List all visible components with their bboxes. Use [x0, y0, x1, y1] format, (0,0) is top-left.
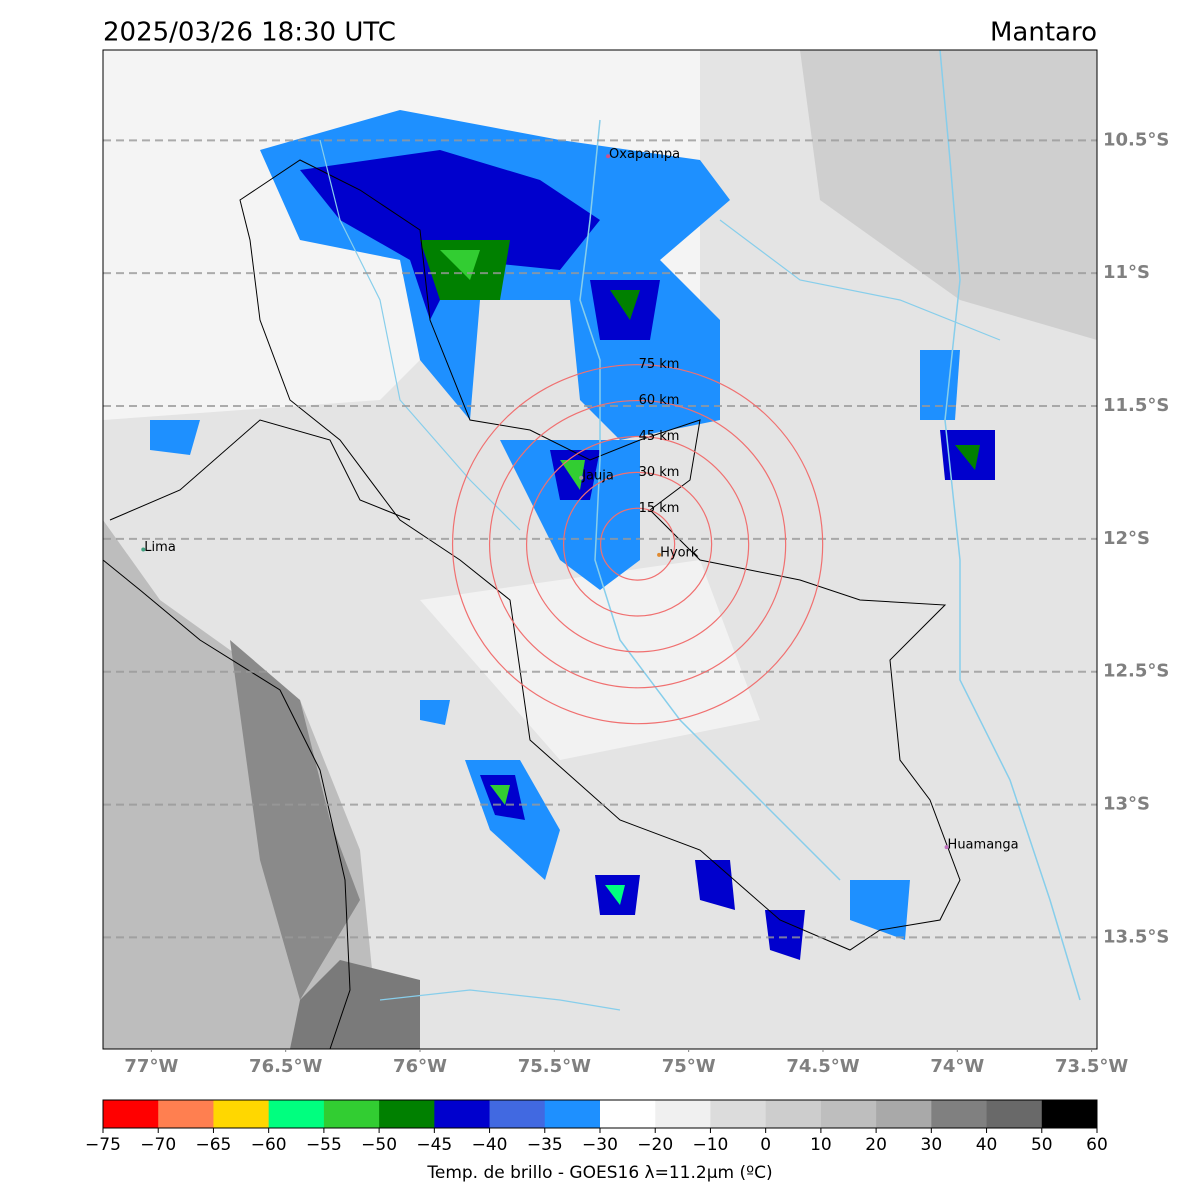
- ring-label: 45 km: [639, 429, 680, 444]
- lat-tick-label: 13.5°S: [1103, 926, 1169, 947]
- colorbar-cell: [489, 1100, 546, 1128]
- range-ring: [488, 399, 787, 689]
- imagery: [103, 50, 1097, 1049]
- colorbar-tick-label: 40: [976, 1135, 998, 1155]
- overlay: 15 km 30 km 45 km 60 km 75 km Oxapampa Lima Jau…: [103, 139, 1097, 939]
- range-ring: [451, 364, 824, 725]
- place-marker: [944, 845, 949, 850]
- colorbar-tick-label: −65: [195, 1135, 231, 1155]
- colorbar-tick-label: −10: [692, 1135, 728, 1155]
- range-ring: [562, 471, 713, 617]
- colorbar-tick-label: 20: [865, 1135, 887, 1155]
- colorbar-cell: [710, 1100, 767, 1128]
- colorbar-tick-label: −55: [306, 1135, 342, 1155]
- colorbar-cell: [103, 1100, 159, 1128]
- colorbar-tick-label: −30: [582, 1135, 618, 1155]
- colorbar-tick-label: −40: [472, 1135, 508, 1155]
- colorbar-cell: [213, 1100, 270, 1128]
- colorbar-cell: [323, 1100, 380, 1128]
- colorbar-cell: [1041, 1100, 1098, 1128]
- colorbar-tick-label: −75: [85, 1135, 121, 1155]
- place-label: Lima: [144, 540, 175, 555]
- lat-tick-label: 13°S: [1103, 794, 1150, 815]
- ring-label: 30 km: [639, 465, 680, 480]
- region: Mantaro: [990, 18, 1097, 48]
- ring-label: 60 km: [639, 393, 680, 408]
- lon-tick-label: 74°W: [930, 1056, 984, 1077]
- place-marker: [606, 154, 611, 159]
- colorbar-label: Temp. de brillo - GOES16 λ=11.2μm (ºC): [426, 1163, 772, 1183]
- place-label: Oxapampa: [609, 147, 680, 162]
- place-label: Hyork: [660, 545, 699, 560]
- range-ring: [525, 435, 750, 653]
- colorbar-tick-label: −45: [416, 1135, 452, 1155]
- lon-tick-label: 75.5°W: [518, 1056, 591, 1077]
- colorbar-tick-label: 10: [810, 1135, 832, 1155]
- colorbar-cell: [655, 1100, 711, 1128]
- colorbar-tick-label: −70: [140, 1135, 176, 1155]
- range-ring: [599, 507, 676, 581]
- colorbar-tick-label: 0: [760, 1135, 771, 1155]
- place-label: Jauja: [581, 468, 614, 483]
- colorbar-tick-label: 50: [1031, 1135, 1053, 1155]
- colorbar-tick-label: 30: [921, 1135, 943, 1155]
- lat-tick-label: 12°S: [1103, 528, 1150, 549]
- place-marker: [657, 552, 662, 557]
- colorbar-cell: [544, 1100, 601, 1128]
- place-label: Huamanga: [948, 838, 1019, 853]
- colorbar-tick-label: 60: [1086, 1135, 1108, 1155]
- lat-tick-label: 11.5°S: [1103, 395, 1169, 416]
- colorbar-tick-label: −50: [361, 1135, 397, 1155]
- place-marker: [579, 475, 584, 480]
- lon-tick-label: 76°W: [393, 1056, 447, 1077]
- lon-tick-label: 75°W: [662, 1056, 716, 1077]
- colorbar-cell: [158, 1100, 214, 1128]
- colorbar-cell: [765, 1100, 822, 1128]
- colorbar-cell: [876, 1100, 932, 1128]
- ring-label: 15 km: [639, 501, 680, 516]
- ring-label: 75 km: [639, 357, 680, 372]
- lat-tick-label: 10.5°S: [1103, 129, 1169, 150]
- lon-tick-label: 77°W: [124, 1056, 178, 1077]
- lon-tick-label: 76.5°W: [249, 1056, 322, 1077]
- title: 2025/03/26 18:30 UTC: [103, 18, 396, 48]
- colorbar-cell: [434, 1100, 491, 1128]
- colorbar-cell: [986, 1100, 1043, 1128]
- lon-tick-label: 74.5°W: [786, 1056, 859, 1077]
- colorbar-cell: [379, 1100, 435, 1128]
- lat-tick-label: 12.5°S: [1103, 661, 1169, 682]
- colorbar-cell: [820, 1100, 877, 1128]
- colorbar-cell: [268, 1100, 325, 1128]
- lon-tick-label: 73.5°W: [1055, 1056, 1128, 1077]
- colorbar-tick-label: −35: [527, 1135, 563, 1155]
- map-frame: [102, 49, 1098, 1050]
- colorbar-cell: [600, 1100, 656, 1128]
- colorbar-tick-label: −20: [637, 1135, 673, 1155]
- colorbar-cell: [931, 1100, 988, 1128]
- lat-tick-label: 11°S: [1103, 262, 1150, 283]
- colorbar-tick-label: −60: [251, 1135, 287, 1155]
- place-marker: [141, 547, 146, 552]
